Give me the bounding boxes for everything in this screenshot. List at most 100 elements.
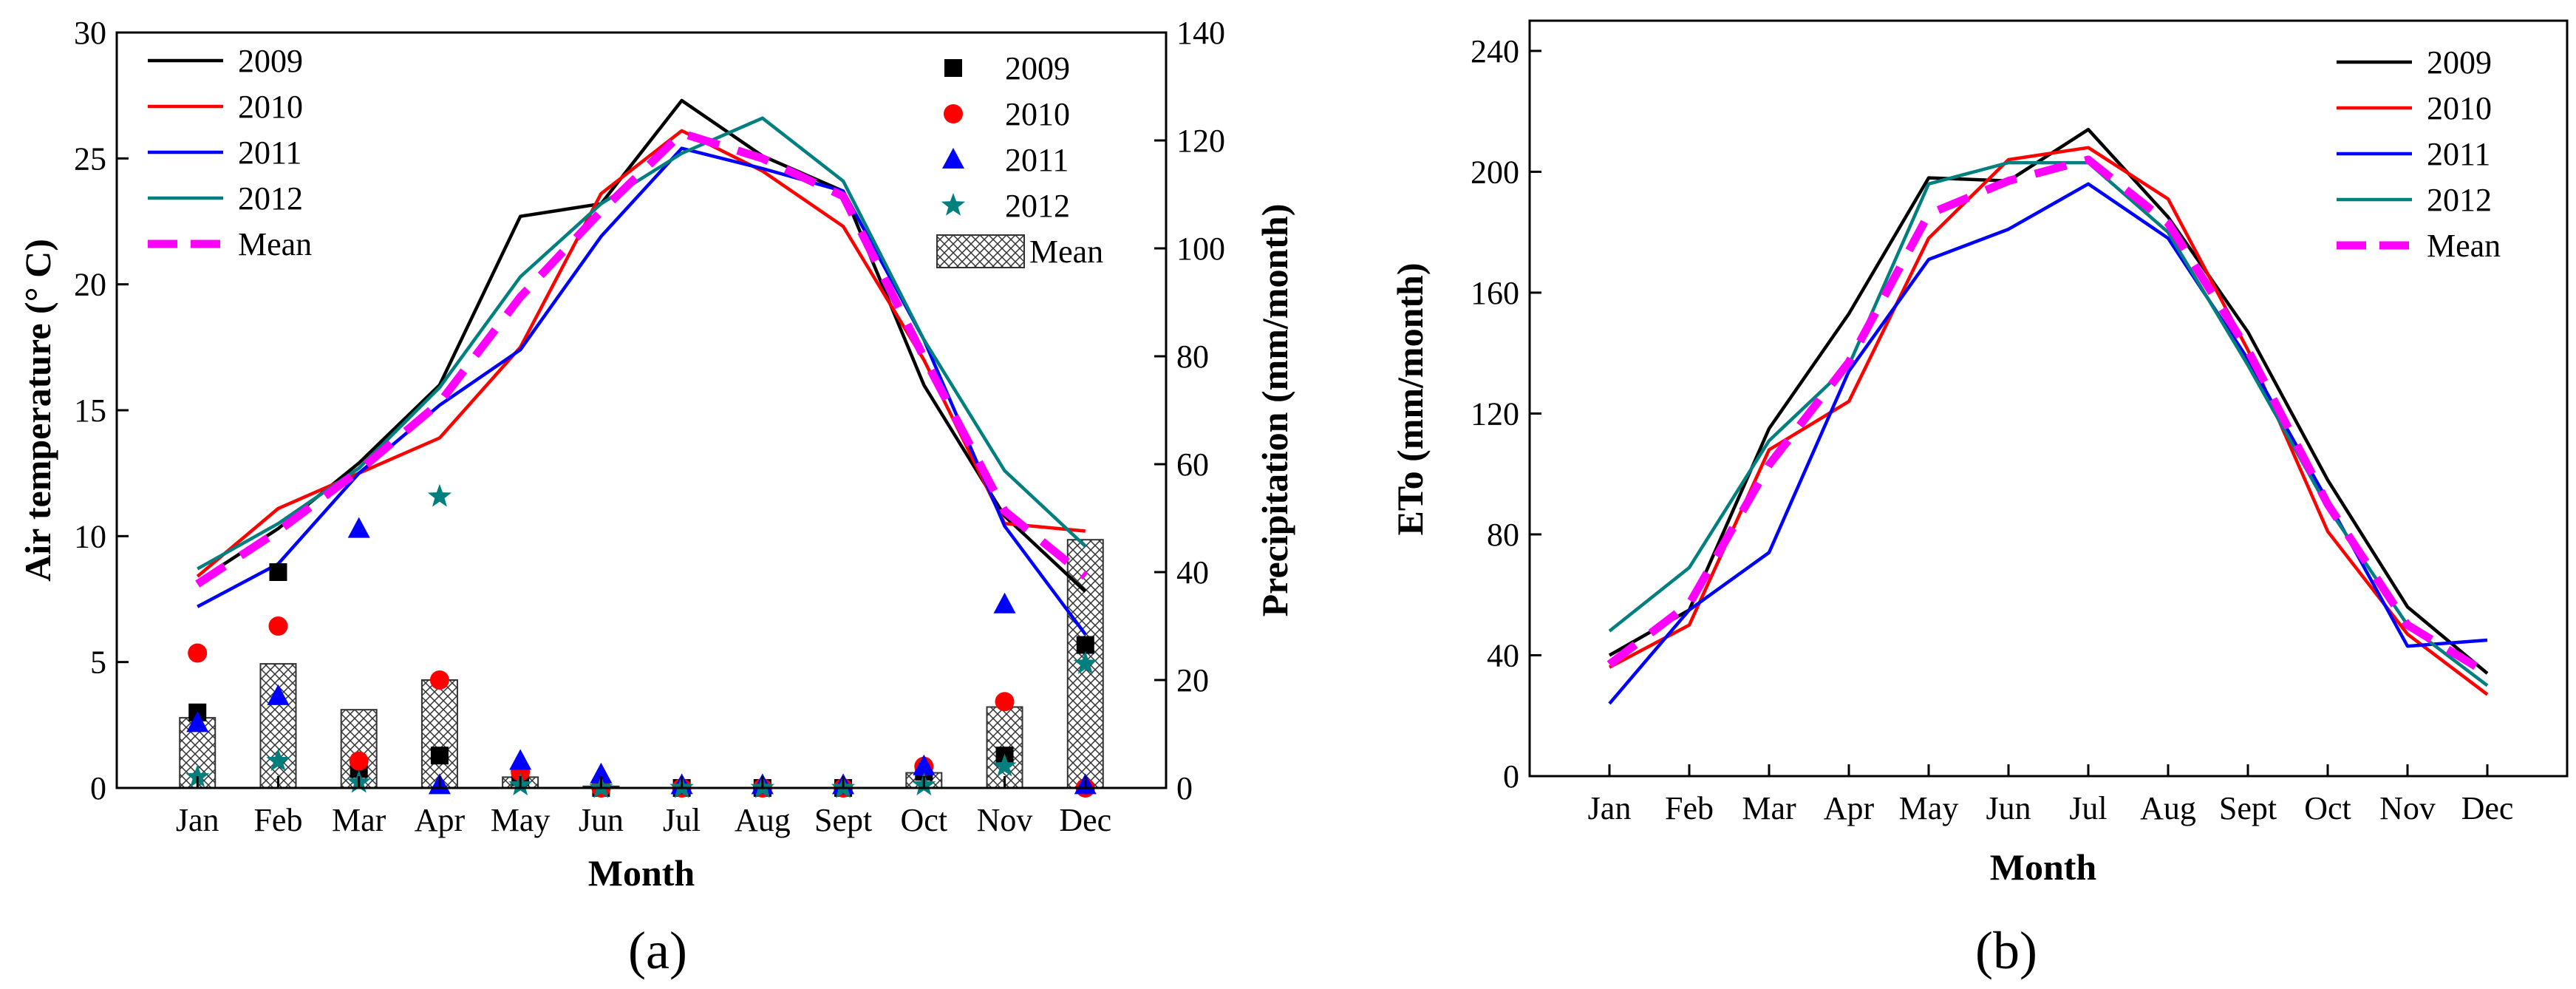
legend-marker-2012 bbox=[941, 193, 966, 216]
y-axis-title-a: Air temperature (° C) bbox=[17, 239, 58, 582]
legend-label-2012: 2012 bbox=[1005, 188, 1070, 224]
y2-tick-label: 80 bbox=[1176, 339, 1209, 375]
legend-label-mean: Mean bbox=[1029, 234, 1103, 270]
chart-panel-b: 0 40 80 120 160 200 240 Jan Feb Mar Apr May Jun Jul A… bbox=[1389, 19, 2569, 980]
legend-label-2011: 2011 bbox=[1005, 142, 1069, 178]
y-tick-label: 0 bbox=[90, 770, 106, 806]
precip-marker-2009 bbox=[430, 747, 449, 765]
x-tick-label: Jan bbox=[176, 802, 219, 838]
legend-label-2011: 2011 bbox=[2427, 136, 2490, 172]
y-tick-label: 0 bbox=[1503, 758, 1519, 795]
y-tick-label: 20 bbox=[74, 267, 106, 303]
y-axis-left-ticks: 0 5 10 15 20 25 30 bbox=[74, 15, 129, 806]
y-axis-ticks-b: 0 40 80 120 160 200 240 bbox=[1471, 33, 1541, 795]
legend-label-2010: 2010 bbox=[2427, 90, 2492, 126]
precip-marker-2012 bbox=[427, 483, 452, 507]
series-line-2009 bbox=[196, 98, 1087, 593]
x-tick-label: Sept bbox=[814, 802, 872, 838]
y-axis-title-b: ETo (mm/month) bbox=[1389, 262, 1431, 535]
x-tick-label: Jun bbox=[1986, 790, 2031, 826]
series-line-mean bbox=[195, 129, 1088, 588]
panel-label-b: (b) bbox=[1975, 921, 2037, 980]
precip-marker-2012 bbox=[1073, 651, 1097, 674]
y2-tick-label: 40 bbox=[1176, 554, 1209, 591]
x-tick-label: Mar bbox=[332, 802, 386, 838]
x-tick-label: Dec bbox=[1059, 802, 1111, 838]
precip-marker-2011 bbox=[993, 592, 1016, 614]
x-tick-label: Sept bbox=[2219, 790, 2277, 826]
precip-marker-2011 bbox=[509, 749, 532, 770]
y-tick-label: 120 bbox=[1471, 395, 1519, 432]
chart-panel-a: 0 5 10 15 20 25 30 0 20 40 60 80 100 120 140 Jan Feb Ma… bbox=[17, 15, 1295, 980]
x-tick-label: Aug bbox=[2140, 790, 2196, 826]
y2-axis-title-a: Precipitation (mm/month) bbox=[1254, 204, 1295, 617]
precip-marker-2009 bbox=[269, 563, 287, 581]
legend-label-2012: 2012 bbox=[238, 180, 303, 217]
y2-tick-label: 20 bbox=[1176, 662, 1209, 699]
series-line-2010 bbox=[1608, 146, 2489, 696]
precip-marker-2011 bbox=[913, 754, 936, 775]
x-tick-label: Nov bbox=[2379, 790, 2436, 826]
temperature-lines bbox=[195, 98, 1088, 636]
series-line-mean bbox=[1606, 155, 2490, 677]
legend-label-mean: Mean bbox=[2427, 228, 2501, 264]
y-tick-label: 40 bbox=[1487, 637, 1519, 673]
x-axis-title-a: Month bbox=[588, 852, 695, 894]
y2-tick-label: 0 bbox=[1176, 770, 1193, 806]
eto-lines bbox=[1606, 127, 2490, 705]
precip-marker-2010 bbox=[349, 751, 369, 771]
y-tick-label: 5 bbox=[90, 645, 106, 681]
precip-mean-bar bbox=[420, 679, 458, 789]
y2-tick-label: 100 bbox=[1176, 231, 1225, 267]
precip-marker-2010 bbox=[188, 643, 208, 663]
x-tick-label: Nov bbox=[977, 802, 1033, 838]
precip-marker-2012 bbox=[185, 764, 210, 788]
series-line-2009 bbox=[1608, 127, 2489, 675]
x-tick-label: Jan bbox=[1588, 790, 1632, 826]
series-line-2011 bbox=[1608, 182, 2488, 705]
x-tick-label: Jul bbox=[2069, 790, 2107, 826]
y-tick-label: 10 bbox=[74, 518, 106, 554]
y2-tick-label: 60 bbox=[1176, 446, 1209, 483]
x-axis-ticks-b: Jan Feb Mar Apr May Jun Jul Aug Sept Oct Nov Dec bbox=[1588, 764, 2513, 826]
y-tick-label: 160 bbox=[1471, 275, 1519, 311]
x-tick-label: Oct bbox=[901, 802, 948, 838]
precip-marker-2009 bbox=[1076, 636, 1094, 654]
legend-eto: 2009 2010 2011 2012 Mean bbox=[2337, 44, 2501, 264]
panel-label-a: (a) bbox=[628, 921, 687, 980]
y2-tick-label: 120 bbox=[1176, 123, 1225, 159]
precip-marker-2012 bbox=[992, 753, 1017, 777]
precip-mean-bar bbox=[259, 663, 297, 789]
series-line-2011 bbox=[197, 146, 1087, 636]
legend-marker-2011 bbox=[942, 148, 964, 169]
x-axis-ticks: Jan Feb Mar Apr May Jun Jul Aug Sept Oct Nov Dec bbox=[176, 776, 1111, 838]
legend-label-2009: 2009 bbox=[2427, 44, 2492, 81]
precip-marker-2011 bbox=[347, 517, 370, 538]
legend-label-2009: 2009 bbox=[238, 43, 303, 79]
precip-marker-2010 bbox=[995, 692, 1015, 712]
x-tick-label: May bbox=[491, 802, 551, 838]
y-tick-label: 25 bbox=[74, 140, 106, 177]
precipitation-mean-bars bbox=[179, 539, 1104, 789]
x-tick-label: May bbox=[1899, 790, 1959, 826]
x-axis-title-b: Month bbox=[1990, 846, 2097, 888]
plot-frame-b bbox=[1528, 19, 2569, 778]
x-tick-label: Mar bbox=[1742, 790, 1796, 826]
legend-label-mean: Mean bbox=[238, 226, 312, 262]
y-tick-label: 80 bbox=[1487, 517, 1519, 553]
x-tick-label: Aug bbox=[735, 802, 791, 838]
y2-tick-label: 140 bbox=[1176, 15, 1225, 51]
precip-marker-2010 bbox=[268, 616, 288, 636]
x-tick-label: Jun bbox=[579, 802, 624, 838]
legend-label-2010: 2010 bbox=[1005, 96, 1070, 132]
x-tick-label: Jul bbox=[663, 802, 701, 838]
x-tick-label: Feb bbox=[253, 802, 302, 838]
y-tick-label: 30 bbox=[74, 15, 106, 51]
legend-label-2010: 2010 bbox=[238, 89, 303, 125]
y-tick-label: 200 bbox=[1471, 154, 1519, 190]
legend-label-2011: 2011 bbox=[238, 135, 301, 171]
legend-label-2012: 2012 bbox=[2427, 182, 2492, 218]
series-line-2012 bbox=[1608, 160, 2489, 687]
precip-marker-2011 bbox=[267, 684, 290, 705]
